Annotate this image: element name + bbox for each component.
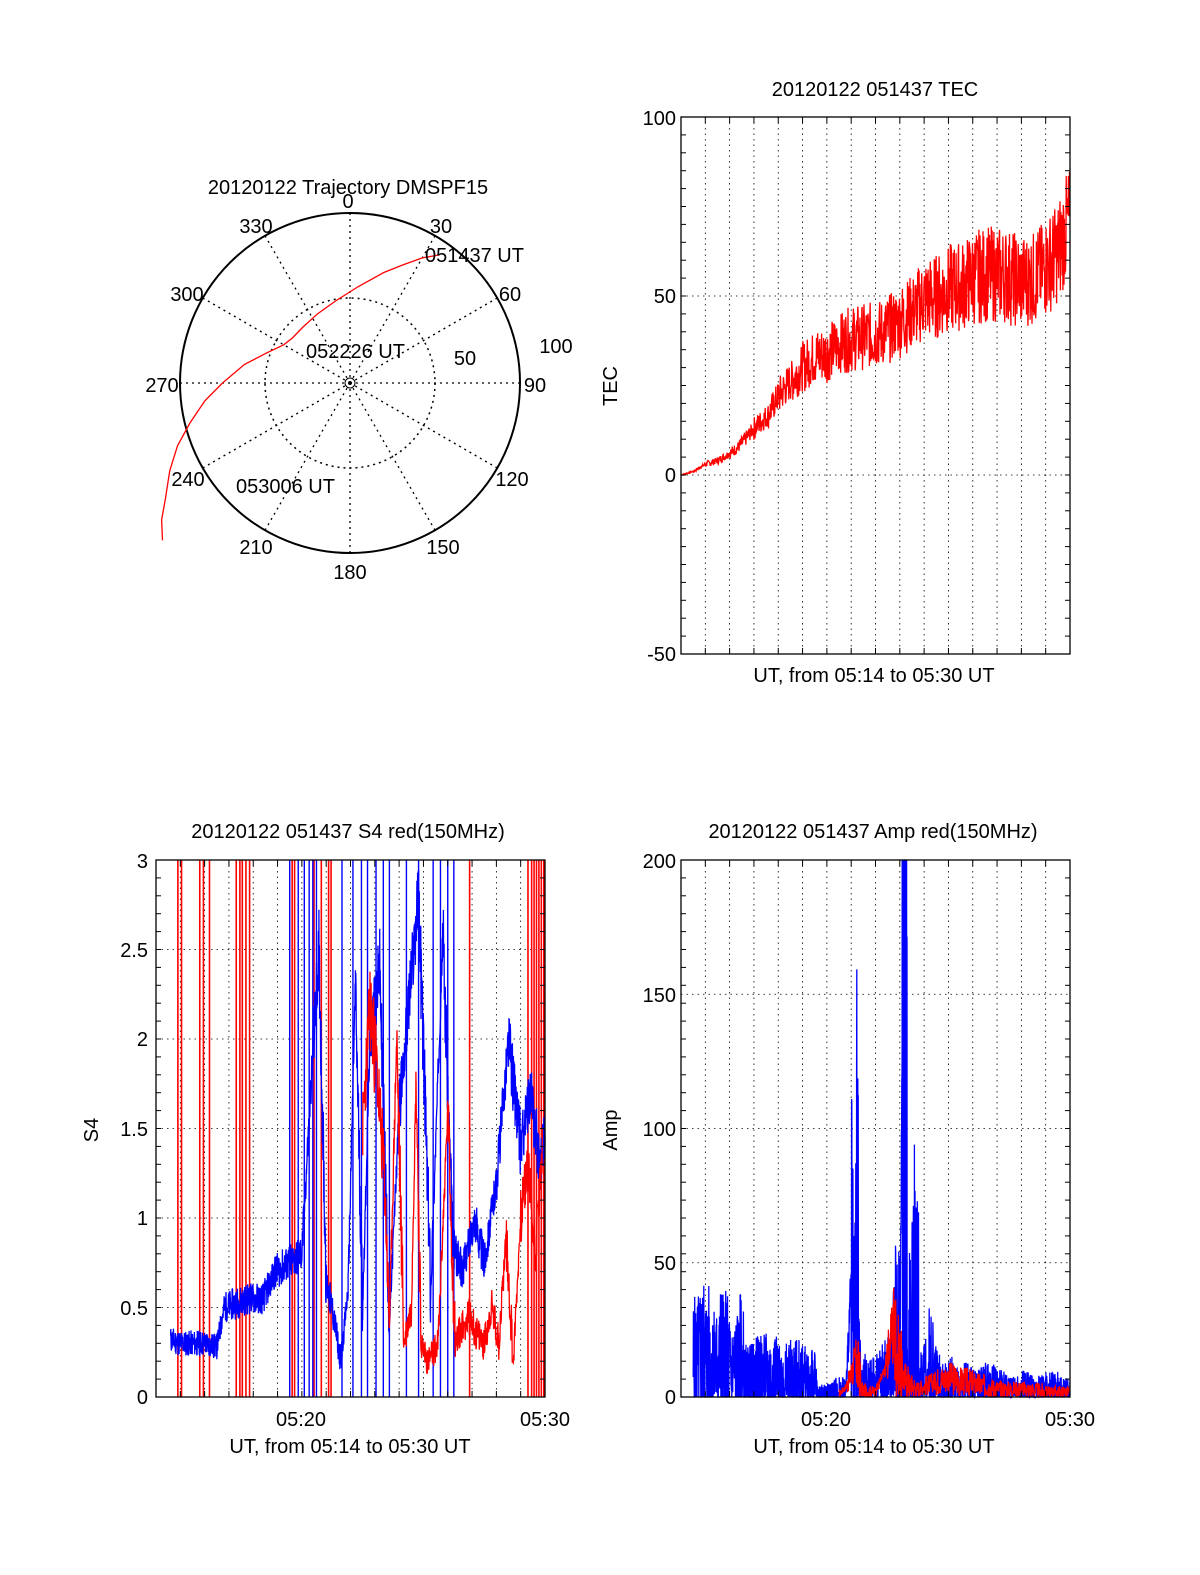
azimuth-label: 330 bbox=[239, 216, 272, 238]
x-tick-label: 05:30 bbox=[520, 1409, 570, 1431]
y-tick-label: -50 bbox=[647, 644, 676, 666]
amp-x-axis-label: UT, from 05:14 to 05:30 UT bbox=[753, 1436, 994, 1458]
y-tick-label: 0 bbox=[665, 465, 676, 487]
s4-gridlines bbox=[156, 860, 545, 1397]
s4-x-axis-label: UT, from 05:14 to 05:30 UT bbox=[229, 1436, 470, 1458]
amp-title: 20120122 051437 Amp red(150MHz) bbox=[708, 821, 1037, 843]
x-tick-label: 05:30 bbox=[1045, 1409, 1095, 1431]
azimuth-label: 150 bbox=[426, 537, 459, 559]
polar-azimuth-labels: 0 30 60 90 120 150 180 210 240 270 300 3… bbox=[145, 191, 546, 584]
y-tick-label: 100 bbox=[643, 1119, 676, 1141]
polar-title: 20120122 Trajectory DMSPF15 bbox=[208, 177, 488, 199]
y-tick-label: 150 bbox=[643, 985, 676, 1007]
y-tick-label: 2 bbox=[137, 1029, 148, 1051]
amp-blue-series-line bbox=[692, 859, 1071, 1400]
y-tick-label: 0.5 bbox=[120, 1298, 148, 1320]
y-tick-label: 0 bbox=[137, 1387, 148, 1409]
s4-minor-ticks bbox=[156, 860, 545, 1397]
s4-chart: 20120122 051437 S4 red(150MHz) 0 0.5 1 1… bbox=[81, 821, 570, 1458]
polar-spoke bbox=[349, 235, 436, 384]
s4-red-series-line bbox=[362, 971, 543, 1374]
azimuth-label: 240 bbox=[171, 469, 204, 491]
y-tick-label: 200 bbox=[643, 851, 676, 873]
s4-title: 20120122 051437 S4 red(150MHz) bbox=[191, 821, 505, 843]
s4-blue-series-line bbox=[169, 870, 546, 1370]
polar-spokes bbox=[180, 213, 520, 553]
tec-chart: 20120122 051437 TEC -50 0 50 100 TEC UT,… bbox=[600, 79, 1071, 687]
azimuth-label: 270 bbox=[145, 375, 178, 397]
amp-minor-ticks bbox=[681, 860, 1070, 1397]
tec-gridlines bbox=[681, 117, 1070, 654]
y-tick-label: 1 bbox=[137, 1208, 148, 1230]
x-tick-label: 05:20 bbox=[801, 1409, 851, 1431]
azimuth-label: 180 bbox=[333, 562, 366, 584]
azimuth-label: 120 bbox=[495, 469, 528, 491]
azimuth-label: 60 bbox=[499, 284, 521, 306]
polar-chart: 20120122 Trajectory DMSPF15 0 30 60 90 1… bbox=[145, 177, 572, 584]
tec-title: 20120122 051437 TEC bbox=[772, 79, 978, 101]
amp-y-axis-label: Amp bbox=[600, 1109, 622, 1150]
amp-chart: 20120122 051437 Amp red(150MHz) 0 50 100… bbox=[600, 821, 1095, 1458]
y-tick-label: 100 bbox=[643, 108, 676, 130]
azimuth-label: 30 bbox=[430, 216, 452, 238]
polar-spoke bbox=[349, 382, 436, 531]
polar-spoke bbox=[349, 382, 498, 469]
azimuth-label: 300 bbox=[170, 284, 203, 306]
y-tick-label: 3 bbox=[137, 851, 148, 873]
s4-y-axis-label: S4 bbox=[81, 1118, 103, 1142]
trajectory-start-label: 051437 UT bbox=[425, 245, 524, 267]
radial-label: 100 bbox=[539, 336, 572, 358]
azimuth-label: 210 bbox=[239, 537, 272, 559]
trajectory-line bbox=[160, 254, 440, 541]
azimuth-label: 90 bbox=[524, 375, 546, 397]
tec-y-axis-label: TEC bbox=[600, 366, 622, 406]
tec-minor-ticks bbox=[681, 117, 1070, 654]
y-tick-label: 50 bbox=[654, 1253, 676, 1275]
y-tick-label: 50 bbox=[654, 286, 676, 308]
polar-center-mark bbox=[344, 377, 356, 389]
polar-spoke bbox=[264, 382, 351, 531]
amp-red-series-line bbox=[838, 1287, 1071, 1399]
polar-spoke bbox=[264, 235, 351, 384]
x-tick-label: 05:20 bbox=[276, 1409, 326, 1431]
tec-x-axis-label: UT, from 05:14 to 05:30 UT bbox=[753, 665, 994, 687]
radial-label: 50 bbox=[454, 348, 476, 370]
tec-series-line bbox=[680, 171, 1071, 477]
tec-plot-frame bbox=[680, 116, 1071, 655]
y-tick-label: 1.5 bbox=[120, 1119, 148, 1141]
polar-spoke bbox=[202, 297, 351, 384]
azimuth-label: 0 bbox=[342, 191, 353, 213]
y-tick-label: 2.5 bbox=[120, 940, 148, 962]
trajectory-end-label: 053006 UT bbox=[236, 476, 335, 498]
polar-spoke bbox=[202, 382, 351, 469]
y-tick-label: 0 bbox=[665, 1387, 676, 1409]
polar-spoke bbox=[349, 297, 498, 384]
amp-gridlines bbox=[681, 860, 1070, 1397]
trajectory-mid-label: 052226 UT bbox=[306, 341, 405, 363]
